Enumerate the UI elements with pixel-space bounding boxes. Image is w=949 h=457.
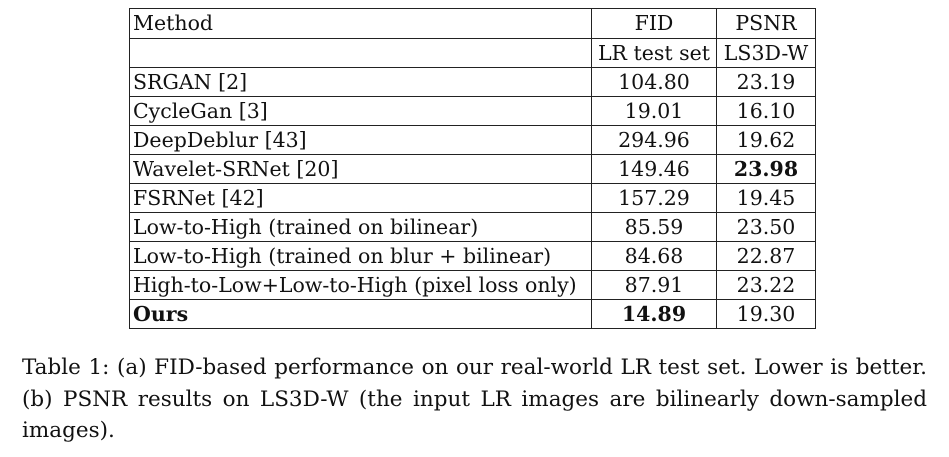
fid-cell: 19.01 bbox=[591, 96, 717, 126]
table-row-ours: Ours 14.89 19.30 bbox=[129, 299, 816, 329]
header-psnr: PSNR bbox=[716, 8, 816, 39]
results-table-container: Method FID PSNR LR test set LS3D-W SRGAN… bbox=[129, 8, 816, 329]
method-cell: High-to-Low+Low-to-High (pixel loss only… bbox=[129, 270, 592, 300]
method-cell: Wavelet-SRNet [20] bbox=[129, 154, 592, 184]
fid-cell: 294.96 bbox=[591, 125, 717, 155]
header-fid: FID bbox=[591, 8, 717, 39]
psnr-cell: 19.62 bbox=[716, 125, 816, 155]
subheader-fid: LR test set bbox=[591, 38, 717, 68]
psnr-cell: 16.10 bbox=[716, 96, 816, 126]
method-cell-ours: Ours bbox=[129, 299, 592, 329]
table-row: Low-to-High (trained on bilinear) 85.59 … bbox=[129, 212, 816, 242]
psnr-cell: 19.30 bbox=[716, 299, 816, 329]
psnr-cell: 22.87 bbox=[716, 241, 816, 271]
fid-cell: 87.91 bbox=[591, 270, 717, 300]
psnr-cell: 23.50 bbox=[716, 212, 816, 242]
method-cell: SRGAN [2] bbox=[129, 67, 592, 97]
table-row: FSRNet [42] 157.29 19.45 bbox=[129, 183, 816, 213]
fid-cell: 84.68 bbox=[591, 241, 717, 271]
method-cell: CycleGan [3] bbox=[129, 96, 592, 126]
results-table: Method FID PSNR LR test set LS3D-W SRGAN… bbox=[129, 8, 816, 329]
fid-cell: 85.59 bbox=[591, 212, 717, 242]
subheader-psnr: LS3D-W bbox=[716, 38, 816, 68]
table-row: DeepDeblur [43] 294.96 19.62 bbox=[129, 125, 816, 155]
method-cell: Low-to-High (trained on blur + bilinear) bbox=[129, 241, 592, 271]
fid-cell: 104.80 bbox=[591, 67, 717, 97]
fid-cell: 157.29 bbox=[591, 183, 717, 213]
psnr-cell: 19.45 bbox=[716, 183, 816, 213]
method-cell: Low-to-High (trained on bilinear) bbox=[129, 212, 592, 242]
subheader-empty bbox=[129, 38, 592, 68]
table-row: SRGAN [2] 104.80 23.19 bbox=[129, 67, 816, 97]
fid-cell-best: 14.89 bbox=[591, 299, 717, 329]
psnr-cell-best: 23.98 bbox=[716, 154, 816, 184]
table-caption: Table 1: (a) FID-based performance on ou… bbox=[22, 355, 927, 443]
table-row: Low-to-High (trained on blur + bilinear)… bbox=[129, 241, 816, 271]
table-row: CycleGan [3] 19.01 16.10 bbox=[129, 96, 816, 126]
table-row: High-to-Low+Low-to-High (pixel loss only… bbox=[129, 270, 816, 300]
psnr-cell: 23.19 bbox=[716, 67, 816, 97]
table-row: Wavelet-SRNet [20] 149.46 23.98 bbox=[129, 154, 816, 184]
psnr-cell: 23.22 bbox=[716, 270, 816, 300]
header-method: Method bbox=[129, 8, 592, 39]
table-subheader-row: LR test set LS3D-W bbox=[129, 38, 816, 68]
fid-cell: 149.46 bbox=[591, 154, 717, 184]
table-header-row: Method FID PSNR bbox=[129, 8, 816, 39]
method-cell: FSRNet [42] bbox=[129, 183, 592, 213]
method-cell: DeepDeblur [43] bbox=[129, 125, 592, 155]
